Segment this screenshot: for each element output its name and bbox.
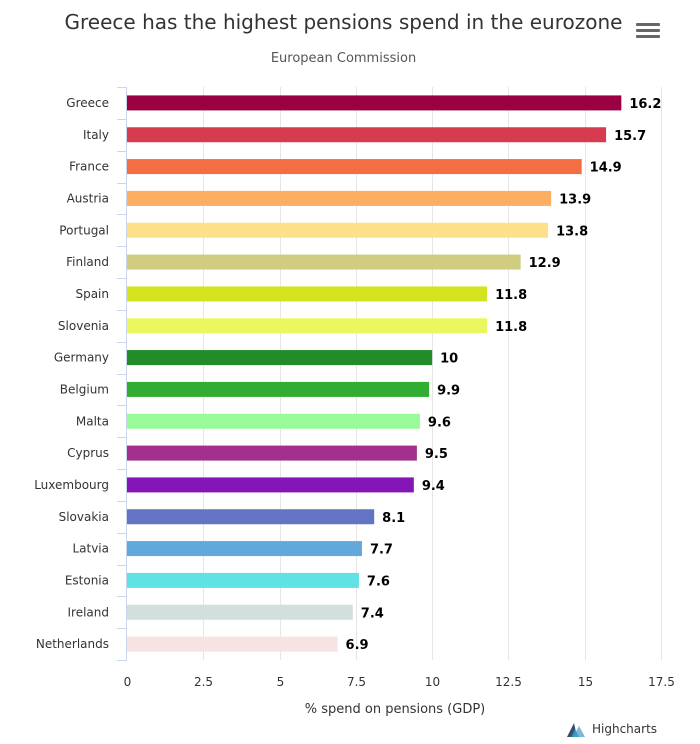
- chart-subtitle: European Commission: [270, 51, 417, 66]
- credits-link[interactable]: Highcharts: [565, 719, 657, 739]
- category-label: Malta: [76, 414, 109, 428]
- bar-luxembourg: [127, 477, 414, 493]
- bar-austria: [127, 190, 552, 206]
- labels: 0 2.5 5 7.5 10 12.5 15 17.5 Greece 16.2 Italy 15.7 F…: [34, 96, 675, 689]
- bar-malta: [127, 413, 420, 429]
- x-tick-label: 12.5: [495, 675, 522, 689]
- hamburger-menu-icon-bar: [636, 35, 660, 38]
- data-label: 13.8: [556, 224, 588, 239]
- context-menu-button[interactable]: [634, 20, 662, 42]
- bar-estonia: [127, 572, 359, 588]
- data-label: 12.9: [529, 256, 561, 271]
- category-label: Italy: [83, 128, 109, 142]
- data-label: 9.9: [437, 383, 460, 398]
- grid-lines: [203, 87, 662, 660]
- category-label: Slovenia: [58, 319, 109, 333]
- axes: [117, 87, 127, 661]
- x-tick-label: 10: [425, 675, 440, 689]
- data-label: 7.4: [361, 606, 384, 621]
- hamburger-menu-icon-bar: [636, 29, 660, 32]
- x-tick-label: 7.5: [347, 675, 366, 689]
- x-tick-label: 17.5: [648, 675, 675, 689]
- highcharts-logo-icon: [567, 723, 585, 737]
- hamburger-menu-icon: [636, 23, 660, 26]
- bars: [127, 95, 622, 652]
- data-label: 11.8: [495, 288, 527, 303]
- category-label: Belgium: [60, 382, 109, 396]
- category-label: Netherlands: [36, 637, 109, 651]
- x-tick-label: 2.5: [194, 675, 213, 689]
- x-axis-title: % spend on pensions (GDP): [305, 702, 486, 717]
- category-label: Slovakia: [59, 510, 109, 524]
- bar-netherlands: [127, 636, 338, 652]
- category-label: Latvia: [72, 542, 109, 556]
- bar-latvia: [127, 541, 362, 557]
- bar-cyprus: [127, 445, 417, 461]
- data-label: 13.9: [559, 192, 591, 207]
- bar-spain: [127, 286, 488, 302]
- data-label: 7.6: [367, 574, 390, 589]
- credits-text: Highcharts: [592, 722, 658, 736]
- data-label: 14.9: [590, 161, 622, 176]
- category-label: Spain: [75, 287, 109, 301]
- bar-greece: [127, 95, 622, 111]
- data-label: 10: [440, 352, 458, 367]
- data-label: 6.9: [346, 638, 369, 653]
- category-label: Austria: [67, 191, 109, 205]
- category-label: France: [69, 160, 109, 174]
- category-label: Finland: [66, 255, 109, 269]
- data-label: 15.7: [614, 129, 646, 144]
- category-label: Ireland: [67, 605, 109, 619]
- bar-slovakia: [127, 509, 375, 525]
- bar-france: [127, 159, 582, 175]
- chart-title: Greece has the highest pensions spend in…: [64, 10, 623, 34]
- category-label: Cyprus: [67, 446, 109, 460]
- bar-finland: [127, 254, 521, 270]
- category-label: Germany: [54, 351, 109, 365]
- bar-slovenia: [127, 318, 488, 334]
- data-label: 9.6: [428, 415, 451, 430]
- x-tick-label: 5: [277, 675, 285, 689]
- x-tick-label: 15: [578, 675, 593, 689]
- bar-belgium: [127, 381, 430, 397]
- bar-portugal: [127, 222, 549, 238]
- bar-ireland: [127, 604, 353, 620]
- x-tick-label: 0: [124, 675, 132, 689]
- data-label: 11.8: [495, 320, 527, 335]
- category-label: Greece: [66, 96, 109, 110]
- category-label: Estonia: [65, 573, 109, 587]
- data-label: 9.5: [425, 447, 448, 462]
- category-label: Luxembourg: [34, 478, 109, 492]
- data-label: 7.7: [370, 543, 393, 558]
- data-label: 9.4: [422, 479, 445, 494]
- bar-germany: [127, 350, 433, 366]
- bar-italy: [127, 127, 607, 143]
- data-label: 8.1: [382, 511, 405, 526]
- category-label: Portugal: [59, 223, 109, 237]
- data-label: 16.2: [629, 97, 661, 112]
